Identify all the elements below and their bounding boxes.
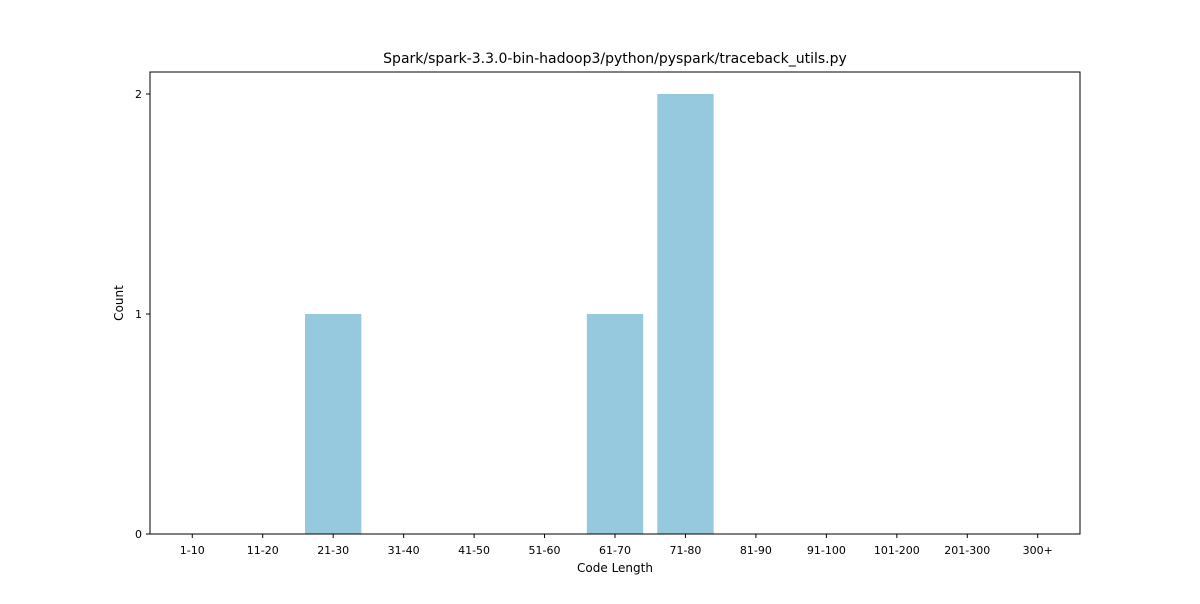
- x-tick-label: 51-60: [529, 544, 561, 557]
- bar-71-80: [657, 94, 714, 534]
- x-tick-label: 101-200: [874, 544, 920, 557]
- plot-frame: [149, 71, 1081, 535]
- bar-21-30: [305, 314, 362, 534]
- x-tick-label: 31-40: [388, 544, 420, 557]
- y-axis-label: Count: [112, 285, 126, 321]
- x-tick-label: 41-50: [458, 544, 490, 557]
- x-tick-label: 300+: [1023, 544, 1053, 557]
- ticks-layer: 1-10 11-20 21-30 31-40 41-50 51-60 61-70 71-80 8…: [135, 88, 1053, 557]
- x-tick-label: 71-80: [669, 544, 701, 557]
- y-tick-label: 2: [135, 88, 142, 101]
- x-tick-label: 201-300: [944, 544, 990, 557]
- x-tick-label: 81-90: [740, 544, 772, 557]
- x-tick-label: 21-30: [317, 544, 349, 557]
- y-tick-label: 1: [135, 308, 142, 321]
- bars-layer: [305, 94, 714, 534]
- chart-title: Spark/spark-3.3.0-bin-hadoop3/python/pys…: [383, 51, 847, 67]
- bar-61-70: [586, 314, 644, 534]
- x-tick-label: 1-10: [180, 544, 205, 557]
- x-tick-label: 11-20: [247, 544, 279, 557]
- x-tick-label: 91-100: [807, 544, 846, 557]
- x-tick-label: 61-70: [599, 544, 631, 557]
- x-axis-label: Code Length: [577, 561, 653, 575]
- y-tick-label: 0: [135, 528, 142, 541]
